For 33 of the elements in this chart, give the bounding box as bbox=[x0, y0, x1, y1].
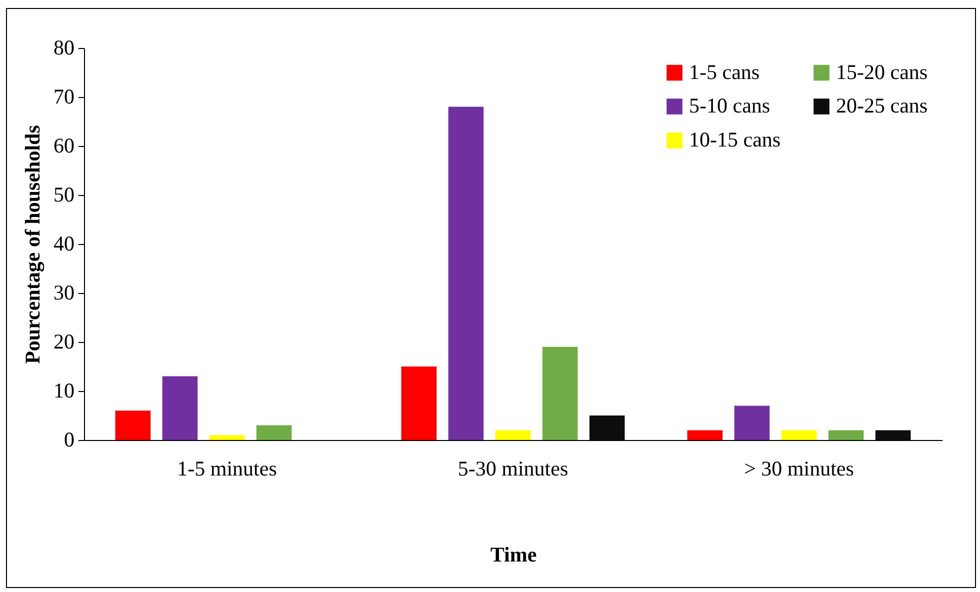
legend-label: 5-10 cans bbox=[689, 94, 770, 118]
legend-label: 10-15 cans bbox=[689, 128, 781, 152]
bar bbox=[687, 430, 723, 440]
bar bbox=[589, 416, 625, 440]
y-tick-label: 80 bbox=[54, 36, 74, 60]
bar bbox=[209, 435, 245, 440]
bar bbox=[401, 366, 437, 440]
x-tick-label: 1-5 minutes bbox=[177, 456, 277, 480]
y-tick-label: 10 bbox=[54, 378, 74, 402]
x-tick-label: 5-30 minutes bbox=[458, 456, 568, 480]
legend-label: 20-25 cans bbox=[836, 94, 928, 118]
bar bbox=[495, 430, 531, 440]
bar bbox=[256, 425, 292, 440]
legend-label: 15-20 cans bbox=[836, 60, 928, 84]
bar bbox=[162, 376, 198, 440]
y-tick-label: 40 bbox=[54, 232, 74, 256]
bar bbox=[115, 410, 151, 440]
y-tick-label: 20 bbox=[54, 330, 74, 354]
y-tick-label: 60 bbox=[54, 134, 74, 158]
y-tick-label: 0 bbox=[64, 428, 74, 452]
bar bbox=[781, 430, 817, 440]
x-tick-label: > 30 minutes bbox=[744, 456, 854, 480]
x-axis-title: Time bbox=[490, 542, 537, 566]
y-tick-label: 70 bbox=[54, 84, 74, 108]
bar bbox=[734, 406, 770, 440]
y-axis-title: Pourcentage of households bbox=[20, 125, 44, 364]
bar bbox=[875, 430, 911, 440]
y-tick-label: 50 bbox=[54, 182, 74, 206]
y-tick-label: 30 bbox=[54, 280, 74, 304]
bar bbox=[542, 346, 578, 440]
legend-label: 1-5 cans bbox=[689, 60, 760, 84]
bar bbox=[448, 106, 484, 440]
bar bbox=[828, 430, 864, 440]
